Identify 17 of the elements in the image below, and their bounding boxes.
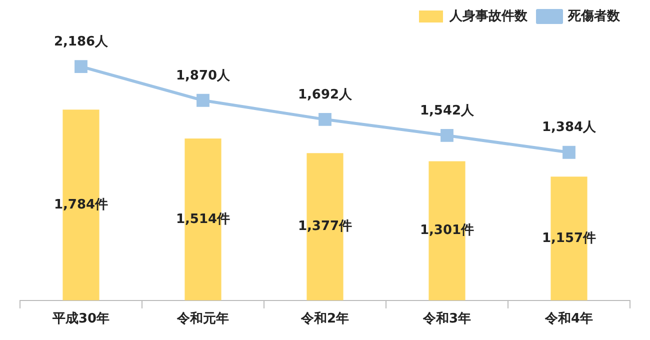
point (318, 112, 332, 126)
point (562, 146, 576, 159)
point (196, 94, 210, 107)
x-tick-label: 令和4年 (544, 310, 594, 327)
x-tick-label: 令和2年 (300, 310, 350, 327)
data-label: 1,870人 (176, 68, 232, 84)
data-label: 1,384人 (542, 120, 598, 136)
point (440, 129, 454, 142)
data-label: 1,692人 (298, 87, 354, 102)
data-label: 2,186人 (54, 34, 110, 50)
legend-label: 人身事故件数 (448, 8, 528, 24)
data-label: 1,542人 (420, 103, 476, 118)
x-tick-label: 令和3年 (422, 310, 472, 327)
legend-label: 死傷者数 (567, 8, 621, 24)
point (74, 60, 88, 74)
x-tick-label: 令和元年 (176, 310, 229, 327)
x-tick-label: 平成30年 (51, 312, 110, 327)
